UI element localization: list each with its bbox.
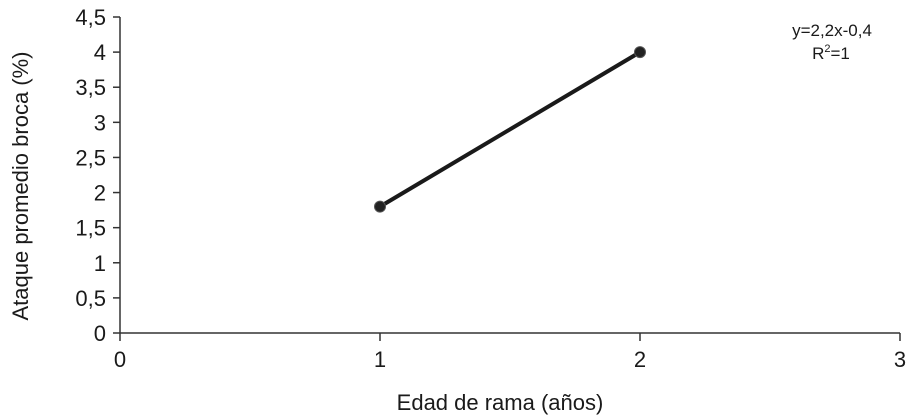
data-point — [374, 200, 386, 213]
y-tick-label: 4,5 — [75, 5, 106, 30]
r-squared-suffix: =1 — [831, 44, 850, 63]
trendline-equation: y=2,2x-0,4 — [792, 21, 872, 40]
y-tick-label: 1 — [94, 251, 106, 276]
x-tick-label: 0 — [114, 347, 126, 372]
y-tick-label: 0,5 — [75, 286, 106, 311]
y-tick-label: 3 — [94, 110, 106, 135]
axes — [113, 16, 901, 341]
r-squared-label: R2=1 — [812, 43, 850, 63]
plot-area — [374, 46, 646, 213]
x-tick-label: 2 — [634, 347, 646, 372]
tick-labels: 0 0,5 1 1,5 2 2,5 3 3,5 4 4,5 0 1 2 3 — [75, 5, 906, 372]
y-tick-label: 3,5 — [75, 75, 106, 100]
y-tick-label: 2,5 — [75, 145, 106, 170]
y-axis-title: Ataque promedio broca (%) — [8, 51, 33, 320]
series-line — [378, 50, 642, 209]
y-tick-label: 1,5 — [75, 216, 106, 241]
x-tick-label: 3 — [894, 347, 906, 372]
x-tick-label: 1 — [374, 347, 386, 372]
r-squared-prefix: R — [812, 44, 824, 63]
data-point — [634, 46, 646, 59]
r-squared-superscript: 2 — [824, 43, 830, 55]
y-tick-label: 2 — [94, 181, 106, 206]
x-axis-title: Edad de rama (años) — [397, 390, 604, 415]
y-tick-label: 4 — [94, 40, 106, 65]
y-tick-label: 0 — [94, 321, 106, 346]
